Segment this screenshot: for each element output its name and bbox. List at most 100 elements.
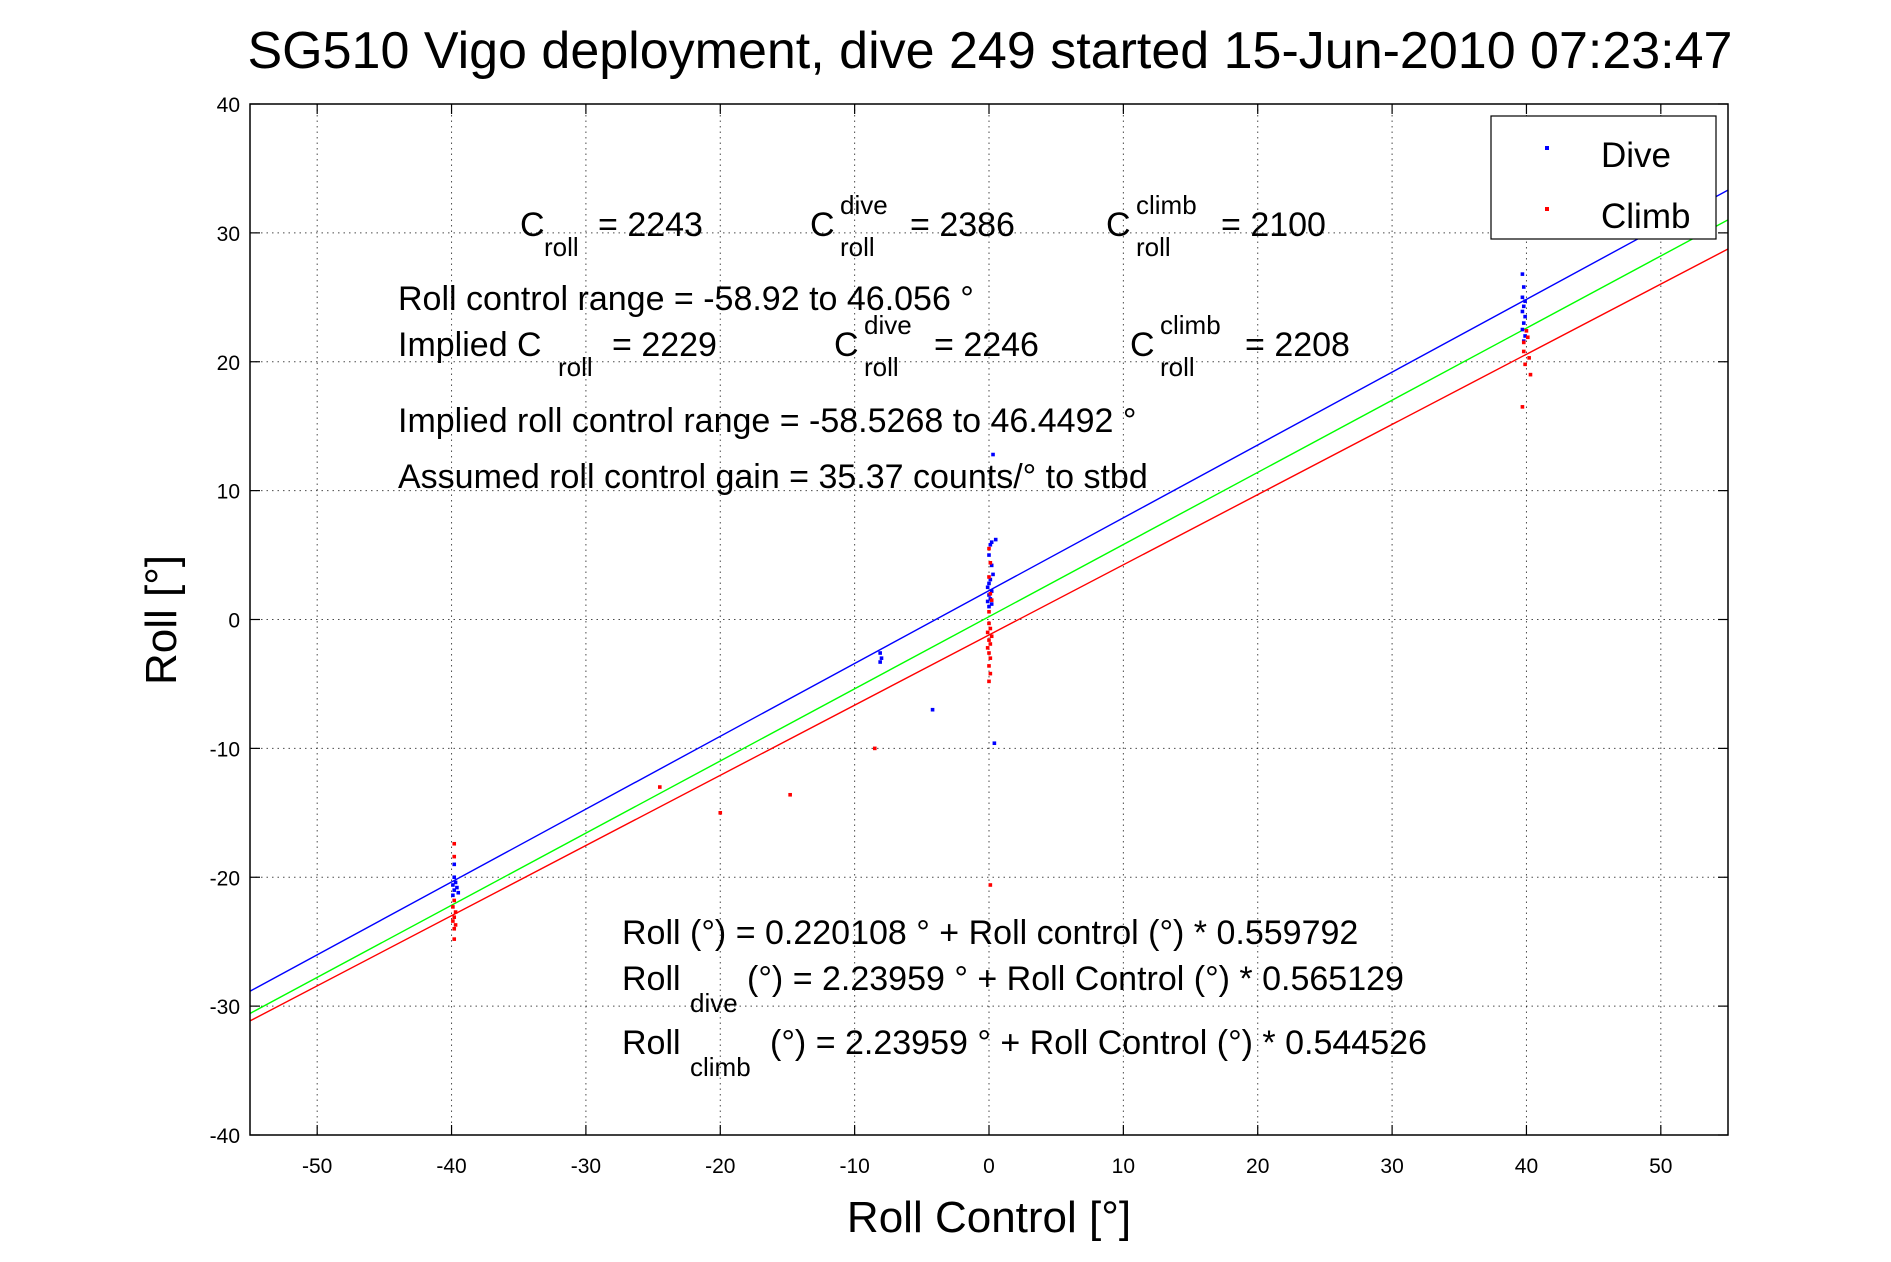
x-tick-label: 50	[1649, 1155, 1672, 1178]
dive-point	[453, 880, 458, 885]
dive-point	[456, 890, 461, 895]
dive-point	[452, 875, 457, 880]
dive-point	[992, 741, 997, 746]
equation-all: Roll (°) = 0.220108 ° + Roll control (°)…	[622, 914, 1358, 952]
climb-point	[985, 646, 990, 650]
implied-c-roll-climb-label: C	[1130, 326, 1155, 364]
grid-lines	[250, 104, 1728, 1135]
dive-point	[993, 537, 998, 542]
c-roll-label: C	[520, 206, 545, 244]
c-roll-sub: roll	[544, 232, 579, 262]
x-axis-label: Roll Control [°]	[847, 1193, 1131, 1242]
dive-point	[987, 553, 991, 557]
dive-point	[878, 651, 882, 655]
climb-point	[453, 923, 458, 927]
dive-point	[989, 602, 994, 606]
c-roll-climb-sub: roll	[1136, 232, 1171, 262]
implied-c-roll-dive-sup: dive	[864, 310, 912, 340]
climb-point	[989, 634, 994, 639]
c-roll-climb-label: C	[1106, 206, 1131, 244]
implied-c-roll-climb-sub: roll	[1160, 352, 1195, 382]
climb-point	[451, 905, 455, 909]
x-tick-label: 30	[1380, 1155, 1403, 1178]
climb-point	[987, 664, 991, 668]
dive-point	[989, 563, 994, 568]
dive-point	[455, 885, 459, 890]
equation-dive-sub: dive	[690, 988, 738, 1018]
climb-point	[1523, 362, 1527, 367]
climb-point	[989, 598, 994, 602]
climb-point	[988, 883, 993, 887]
climb-point	[985, 630, 990, 635]
implied-c-roll-climb-sup: climb	[1160, 310, 1221, 340]
dive-point	[987, 604, 991, 609]
equation-climb: (°) = 2.23959 ° + Roll Control (°) * 0.5…	[770, 1024, 1427, 1062]
dive-point	[1520, 327, 1525, 332]
equation-climb-label: Roll	[622, 1024, 681, 1062]
climb-point	[1520, 405, 1525, 409]
equation-dive: (°) = 2.23959 ° + Roll Control (°) * 0.5…	[747, 960, 1404, 998]
climb-point	[452, 854, 457, 859]
x-tick-label: -10	[839, 1155, 869, 1178]
y-axis-label: Roll [°]	[137, 555, 186, 685]
climb-point	[988, 591, 993, 596]
dive-point	[1523, 299, 1527, 303]
climb-point	[988, 671, 993, 676]
dive-point	[1523, 314, 1527, 319]
c-roll-dive-label: C	[810, 206, 835, 244]
fit-line-dive	[250, 189, 1728, 992]
climb-point	[452, 898, 457, 903]
dive-point	[1521, 304, 1526, 309]
dive-point	[991, 452, 995, 457]
y-tick-label: -40	[210, 1125, 240, 1148]
dive-point	[452, 888, 457, 892]
climb-point	[452, 915, 457, 920]
climb-point	[987, 575, 991, 579]
x-tick-label: -40	[436, 1155, 466, 1178]
implied-c-roll-value: = 2229	[612, 326, 717, 364]
fit-lines	[250, 189, 1728, 1022]
climb-point	[788, 792, 792, 797]
c-roll-dive-sup: dive	[840, 190, 888, 220]
x-tick-label: -20	[705, 1155, 735, 1178]
climb-point	[451, 919, 455, 923]
x-tick-label: 10	[1112, 1155, 1135, 1178]
climb-point	[988, 642, 993, 646]
legend-climb-label: Climb	[1601, 197, 1690, 236]
dive-point	[878, 660, 882, 664]
implied-c-roll-dive-value: = 2246	[934, 326, 1039, 364]
climb-point	[987, 621, 991, 626]
roll-control-range: Roll control range = -58.92 to 46.056 °	[398, 280, 974, 318]
y-tick-label: -20	[210, 867, 240, 890]
implied-c-roll-dive-sub: roll	[864, 352, 899, 382]
dive-point	[451, 893, 455, 898]
axis-ticks: -50 -40 -30 -20 -10 0 10 20 30 40 50 -40 -30 -20 -10 0 1…	[210, 94, 1728, 1178]
dive-point	[991, 572, 995, 577]
c-roll-climb-value: = 2100	[1221, 206, 1326, 244]
c-roll-climb-sup: climb	[1136, 190, 1197, 220]
dive-point	[988, 577, 993, 582]
y-tick-label: -30	[210, 996, 240, 1019]
implied-range: Implied roll control range = -58.5268 to…	[398, 402, 1136, 440]
x-tick-label: -50	[302, 1155, 332, 1178]
climb-point	[987, 651, 991, 655]
climb-point	[1527, 356, 1531, 360]
dive-point	[879, 656, 884, 660]
y-tick-label: 10	[217, 481, 240, 504]
dive-point	[452, 862, 457, 867]
climb-point	[988, 656, 993, 660]
climb-point	[1528, 372, 1533, 377]
climb-point	[988, 626, 993, 631]
equation-dive-label: Roll	[622, 960, 681, 998]
x-tick-label: -30	[571, 1155, 601, 1178]
fit-line-all	[250, 219, 1728, 1015]
dive-point	[1520, 295, 1525, 300]
chart-title: SG510 Vigo deployment, dive 249 started …	[248, 22, 1733, 80]
climb-point	[452, 937, 457, 941]
climb-point	[987, 609, 991, 614]
gain: Assumed roll control gain = 35.37 counts…	[398, 458, 1148, 496]
implied-c-roll-label: Implied C	[398, 326, 542, 364]
dive-point	[985, 599, 990, 604]
y-tick-label: 40	[217, 94, 240, 117]
dive-point	[1523, 334, 1527, 338]
